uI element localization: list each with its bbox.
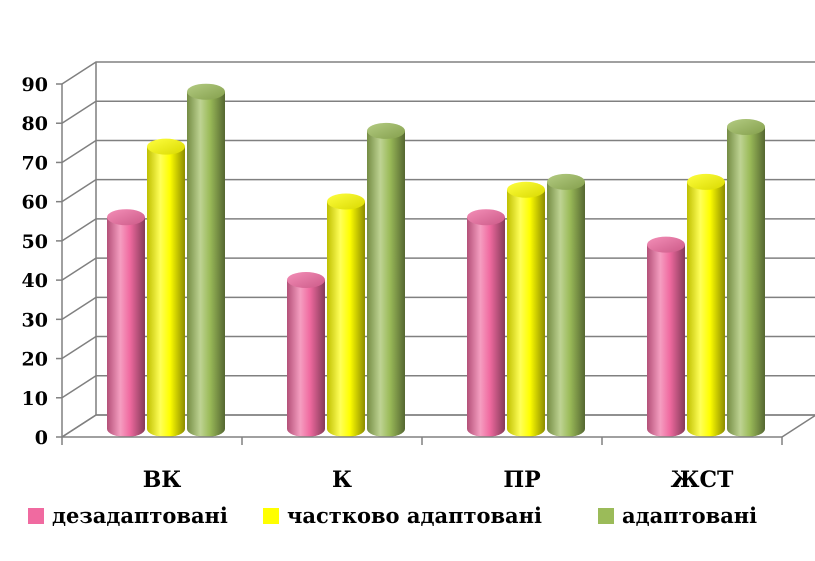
bar [507,189,545,437]
bar [327,201,365,437]
x-category-label: ЖСТ [671,467,734,493]
bar [147,146,185,437]
legend-swatch [263,508,279,524]
bar-top [547,173,585,190]
gridline [61,100,815,124]
bar [547,181,585,437]
bar-top [287,271,325,288]
x-category-label: ВК [143,467,182,493]
legend-swatch [28,508,44,524]
bar-top [507,181,545,198]
legend: дезадаптовані частково адаптовані адаптова… [28,503,757,528]
legend-swatch [598,508,614,524]
bar [647,244,685,437]
y-tick-label: 50 [22,231,48,253]
gridline [61,61,815,85]
bar [687,181,725,437]
y-tick-label: 40 [22,270,48,292]
y-tick-label: 80 [22,113,48,135]
x-category-label: ПР [503,467,540,493]
bar-top [107,209,145,226]
bar-top [367,122,405,139]
bar-top [147,138,185,155]
bar [107,217,145,437]
bar [467,217,505,437]
bar-top [187,83,225,100]
x-category-label: К [332,467,352,493]
y-tick-label: 10 [22,388,48,410]
bar-top [327,193,365,210]
y-axis-ticks: 0 10 20 30 40 50 60 70 80 90 [22,74,63,449]
legend-label: адаптовані [622,503,757,528]
bars [107,83,765,437]
gridline [61,139,815,164]
y-tick-label: 0 [35,427,48,449]
y-tick-label: 30 [22,309,48,331]
y-tick-label: 90 [22,74,48,96]
bar [187,91,225,437]
y-tick-label: 70 [22,152,48,174]
x-axis: ВК К ПР ЖСТ [61,436,783,493]
floor-right-edge [781,414,815,438]
bar-top [467,209,505,226]
y-tick-label: 20 [22,349,48,371]
bar-top [687,173,725,190]
bar [727,126,765,437]
bar-top [647,236,685,253]
bar-top [727,118,765,135]
bar [287,279,325,437]
y-tick-label: 60 [22,192,48,214]
legend-label: частково адаптовані [287,503,542,528]
legend-label: дезадаптовані [52,503,228,528]
bar [367,130,405,437]
